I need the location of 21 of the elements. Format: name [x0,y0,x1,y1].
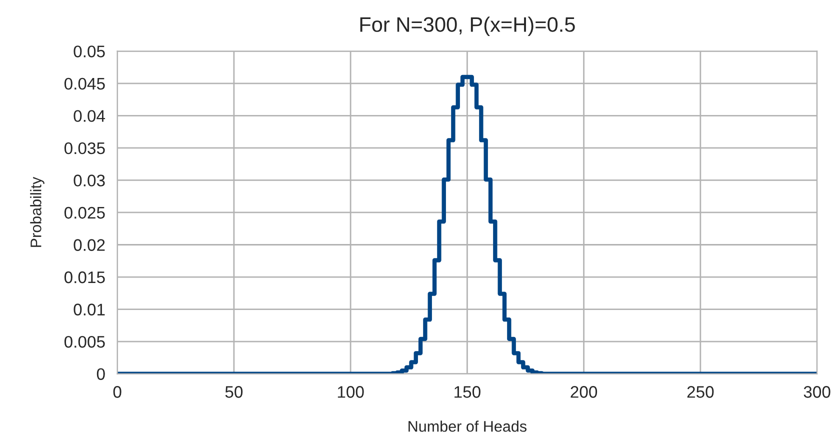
y-tick-label: 0.035 [64,142,105,154]
x-tick-label: 50 [225,386,243,398]
x-axis-title: Number of Heads [408,420,527,432]
x-tick-label: 150 [454,386,480,398]
y-tick-label: 0.04 [74,110,106,122]
x-tick-label: 200 [570,386,598,398]
y-tick-label: 0.045 [64,78,105,90]
y-tick-label: 0.02 [74,239,105,251]
y-tick-label: 0.03 [74,174,105,186]
x-tick-label: 100 [338,386,364,398]
x-tick-label: 0 [113,386,122,398]
y-tick-label: 0.005 [64,336,105,348]
y-axis-title: Probability [30,176,44,247]
y-tick-label: 0.025 [64,206,105,219]
x-tick-label: 300 [804,386,830,398]
x-tick-label: 250 [687,386,714,398]
y-tick-label: 0.05 [74,46,105,58]
y-tick-label: 0.015 [64,271,105,284]
y-tick-label: 0.01 [74,304,105,316]
chart-title: For N=300, P(x=H)=0.5 [360,16,575,36]
y-tick-label: 0 [96,368,105,380]
